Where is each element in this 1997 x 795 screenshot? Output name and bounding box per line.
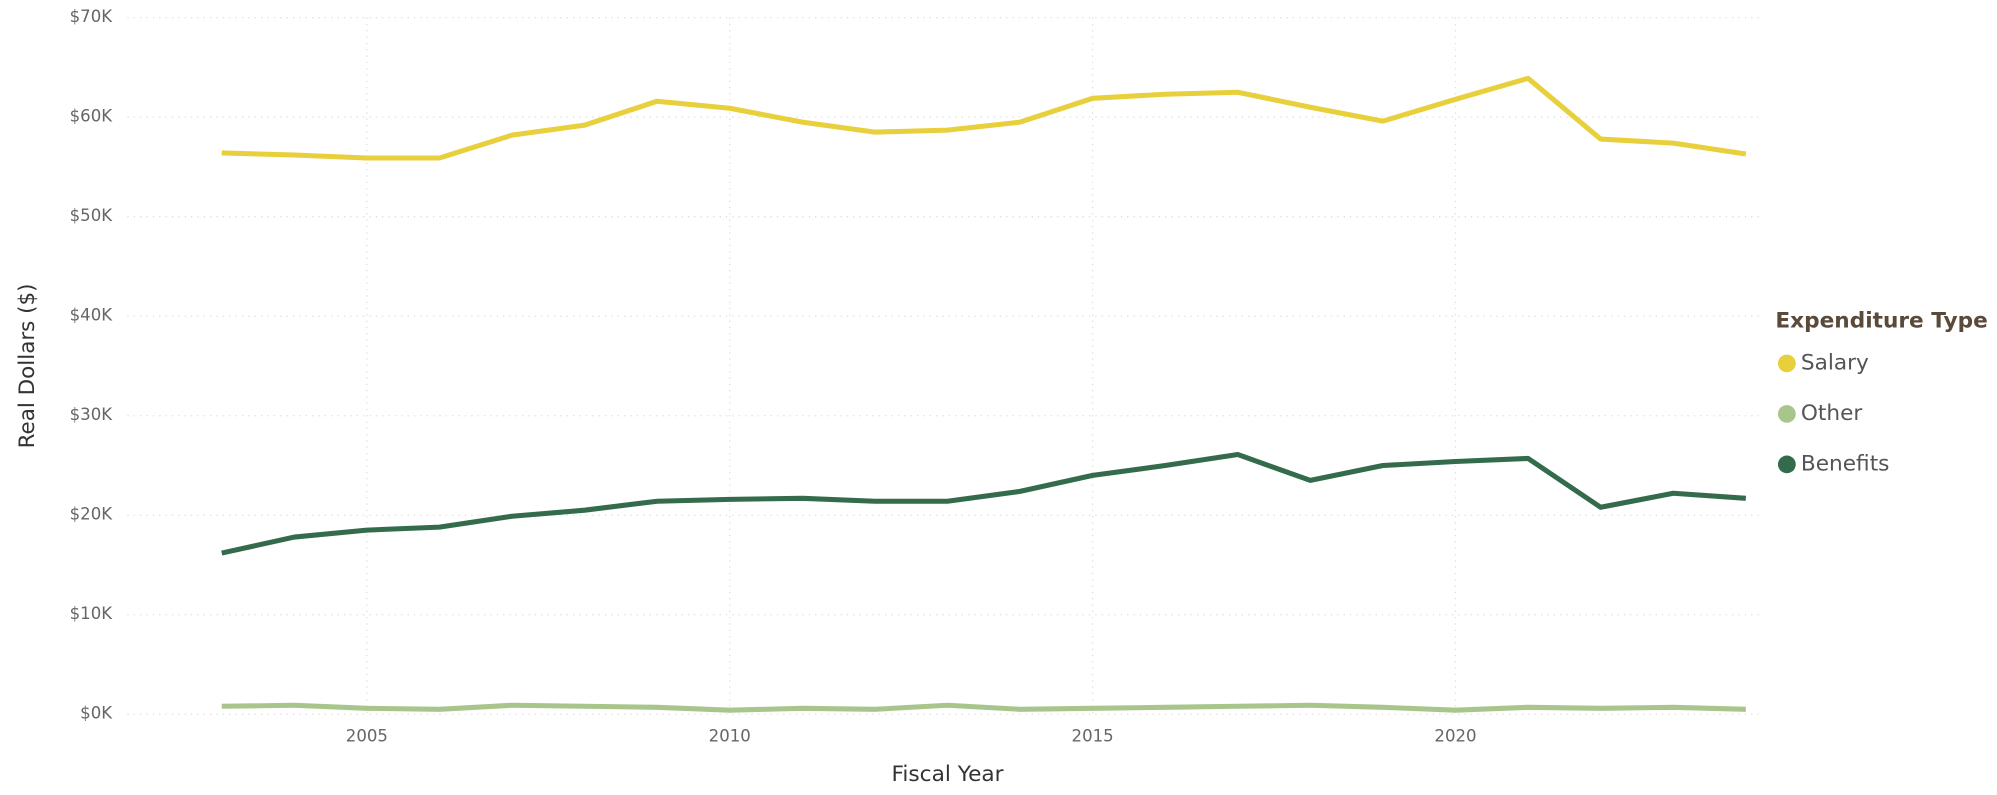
y-tick-label: $50K [70,206,114,225]
x-axis-title: Fiscal Year [892,762,1004,787]
y-tick-label: $40K [70,306,114,325]
legend-title: Expenditure Type [1775,309,1987,334]
y-tick-label: $10K [70,604,114,623]
y-tick-label: $30K [70,405,114,424]
x-tick-label: 2010 [709,727,751,746]
legend-item: Other [1801,401,1863,426]
series-line [221,702,1746,713]
legend-swatch [1777,354,1796,373]
y-tick-label: $60K [70,107,114,126]
series-line [221,75,1747,161]
y-tick-label: $70K [70,7,114,26]
x-tick-label: 2005 [346,727,388,746]
legend-item: Salary [1801,350,1869,375]
legend-swatch [1777,455,1796,474]
y-tick-label: $20K [70,505,114,524]
series-line [221,452,1747,556]
y-tick-label: $0K [80,704,113,723]
y-axis-title: Real Dollars ($) [15,283,40,448]
legend-item: Benefits [1801,451,1890,476]
x-tick-label: 2020 [1434,727,1476,746]
x-tick-label: 2015 [1072,727,1114,746]
legend-swatch [1777,405,1796,423]
